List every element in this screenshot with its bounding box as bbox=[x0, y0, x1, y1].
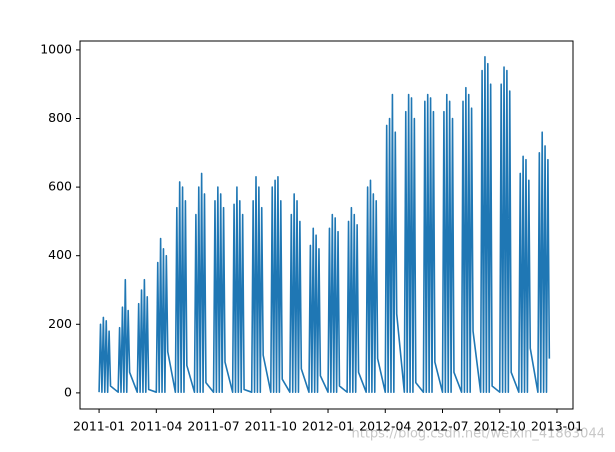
x-tick-label: 2011-01 bbox=[73, 419, 125, 434]
x-tick-label: 2013-01 bbox=[531, 419, 583, 434]
y-tick-label: 400 bbox=[48, 247, 72, 262]
y-tick-label: 1000 bbox=[40, 41, 72, 56]
y-tick-label: 200 bbox=[48, 316, 72, 331]
x-tick-label: 2012-04 bbox=[359, 419, 411, 434]
data-line bbox=[98, 55, 551, 393]
x-tick-label: 2011-04 bbox=[130, 419, 182, 434]
x-tick-label: 2011-10 bbox=[245, 419, 297, 434]
y-tick-label: 600 bbox=[48, 179, 72, 194]
watermark: https://blog.csdn.net/weixin_41863044 bbox=[351, 427, 605, 442]
y-tick-label: 0 bbox=[64, 384, 72, 399]
plot-area bbox=[98, 55, 551, 393]
y-tick-label: 800 bbox=[48, 110, 72, 125]
x-tick-label: 2012-07 bbox=[416, 419, 468, 434]
x-tick-label: 2011-07 bbox=[187, 419, 239, 434]
x-tick-label: 2012-01 bbox=[302, 419, 354, 434]
axes-frame bbox=[79, 40, 574, 410]
x-tick-label: 2012-10 bbox=[474, 419, 526, 434]
